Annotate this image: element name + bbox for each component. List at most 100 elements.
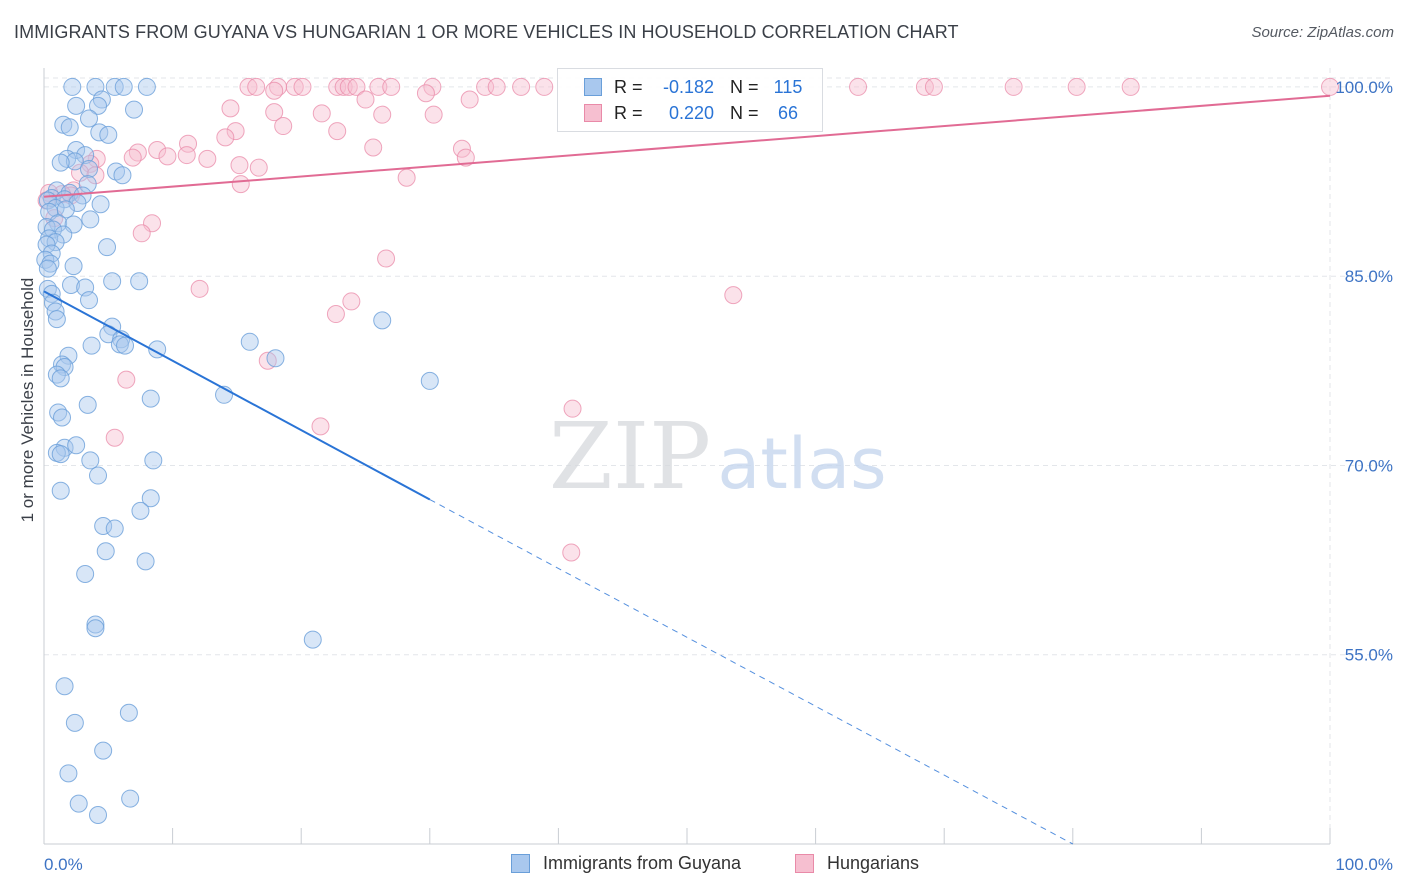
hungarians-point <box>487 77 506 96</box>
hungarians-point <box>356 90 375 109</box>
guyana-point <box>80 291 99 310</box>
watermark-atlas: atlas <box>717 423 886 505</box>
hungarians-point <box>1067 77 1086 96</box>
hungarians-point <box>221 99 240 118</box>
guyana-point <box>37 235 56 254</box>
hungarians-point <box>190 279 209 298</box>
guyana-point <box>130 272 149 291</box>
guyana-point <box>51 481 70 500</box>
hungarians-point <box>423 77 442 96</box>
hungarians-point <box>117 370 136 389</box>
guyana-point <box>47 310 66 329</box>
hungarians-point <box>326 305 345 324</box>
x-tick-label: 0.0% <box>44 855 83 874</box>
guyana-point <box>131 501 150 520</box>
hungarians-point <box>424 105 443 124</box>
legend-row-guyana: R = -0.182 N = 115 <box>572 75 822 99</box>
guyana-point <box>119 703 138 722</box>
hungarians-point <box>1121 77 1140 96</box>
hungarians-point <box>334 77 353 96</box>
guyana-point <box>89 805 108 824</box>
legend-n-value: 115 <box>773 77 803 97</box>
guyana-point <box>114 77 133 96</box>
guyana-point <box>65 152 84 171</box>
hungarians-point <box>364 138 383 157</box>
hungarians-point <box>460 90 479 109</box>
guyana-point <box>51 445 70 464</box>
guyana-point <box>60 118 79 137</box>
hungarians-point <box>724 286 743 305</box>
guyana-point <box>89 466 108 485</box>
hungarians-point <box>1321 77 1339 96</box>
hungarians-point <box>105 428 124 447</box>
hungarians-points <box>37 77 1339 562</box>
guyana-point <box>420 371 439 390</box>
hungarians-point <box>382 77 401 96</box>
hungarians-point <box>128 143 147 162</box>
y-axis-label-wrap: 1 or more Vehicles in Household <box>18 200 38 600</box>
guyana-point <box>53 408 72 427</box>
hungarians-point <box>249 158 268 177</box>
hungarians-point <box>535 77 554 96</box>
guyana-point <box>67 96 86 115</box>
guyana-point <box>65 713 84 732</box>
guyana-point <box>303 630 322 649</box>
hungarians-point <box>177 146 196 165</box>
guyana-point <box>80 109 99 128</box>
guyana-point <box>78 395 97 414</box>
guyana-point <box>105 77 124 96</box>
hungarians-point <box>226 122 245 141</box>
legend-swatch-hungarians <box>584 104 602 122</box>
guyana-point <box>86 619 105 638</box>
hungarians-point <box>265 103 284 122</box>
guyana-point <box>136 552 155 571</box>
hungarians-point <box>373 105 392 124</box>
guyana-point <box>80 159 99 178</box>
guyana-point <box>76 564 95 583</box>
hungarians-point <box>265 81 284 100</box>
hungarians-point <box>512 77 531 96</box>
hungarians-trend-line <box>43 94 1331 198</box>
legend-r-label: R = <box>614 103 643 123</box>
legend-r-value: 0.220 <box>668 103 714 123</box>
guyana-point <box>53 355 72 374</box>
hungarians-point <box>347 77 366 96</box>
guyana-point <box>81 451 100 470</box>
guyana-point <box>64 257 83 276</box>
guyana-point <box>116 336 135 355</box>
guyana-point <box>141 489 160 508</box>
hungarians-point <box>148 141 167 160</box>
chart-title: IMMIGRANTS FROM GUYANA VS HUNGARIAN 1 OR… <box>14 22 959 42</box>
hungarians-point <box>377 249 396 268</box>
axes <box>43 68 1331 845</box>
hungarians-point <box>247 77 266 96</box>
guyana-point <box>38 259 57 278</box>
guyana-point <box>82 336 101 355</box>
hungarians-point <box>231 175 250 194</box>
legend-n-label: N = <box>730 77 759 97</box>
guyana-point <box>54 225 73 244</box>
guyana-point <box>99 125 118 144</box>
guyana-point <box>121 789 140 808</box>
x-tick-label: 100.0% <box>1335 855 1393 874</box>
guyana-point <box>59 764 78 783</box>
hungarians-point <box>342 292 361 311</box>
series-label-hungarians: Hungarians <box>827 853 920 873</box>
guyana-point <box>76 146 95 165</box>
watermark-zip: ZIP <box>549 403 711 510</box>
hungarians-point <box>416 84 435 103</box>
y-tick-label: 55.0% <box>1345 646 1393 665</box>
legend-r-value: -0.182 <box>662 77 714 97</box>
guyana-point <box>141 389 160 408</box>
hungarians-point <box>239 77 258 96</box>
guyana-points <box>36 77 439 824</box>
hungarians-point <box>1004 77 1023 96</box>
hungarians-point <box>285 77 304 96</box>
guyana-point <box>96 542 115 561</box>
guyana-point <box>98 238 117 257</box>
hungarians-point <box>369 77 388 96</box>
hungarians-point <box>274 117 293 136</box>
hungarians-point <box>915 77 934 96</box>
guyana-trend-extension <box>429 499 1074 845</box>
guyana-point <box>91 195 110 214</box>
